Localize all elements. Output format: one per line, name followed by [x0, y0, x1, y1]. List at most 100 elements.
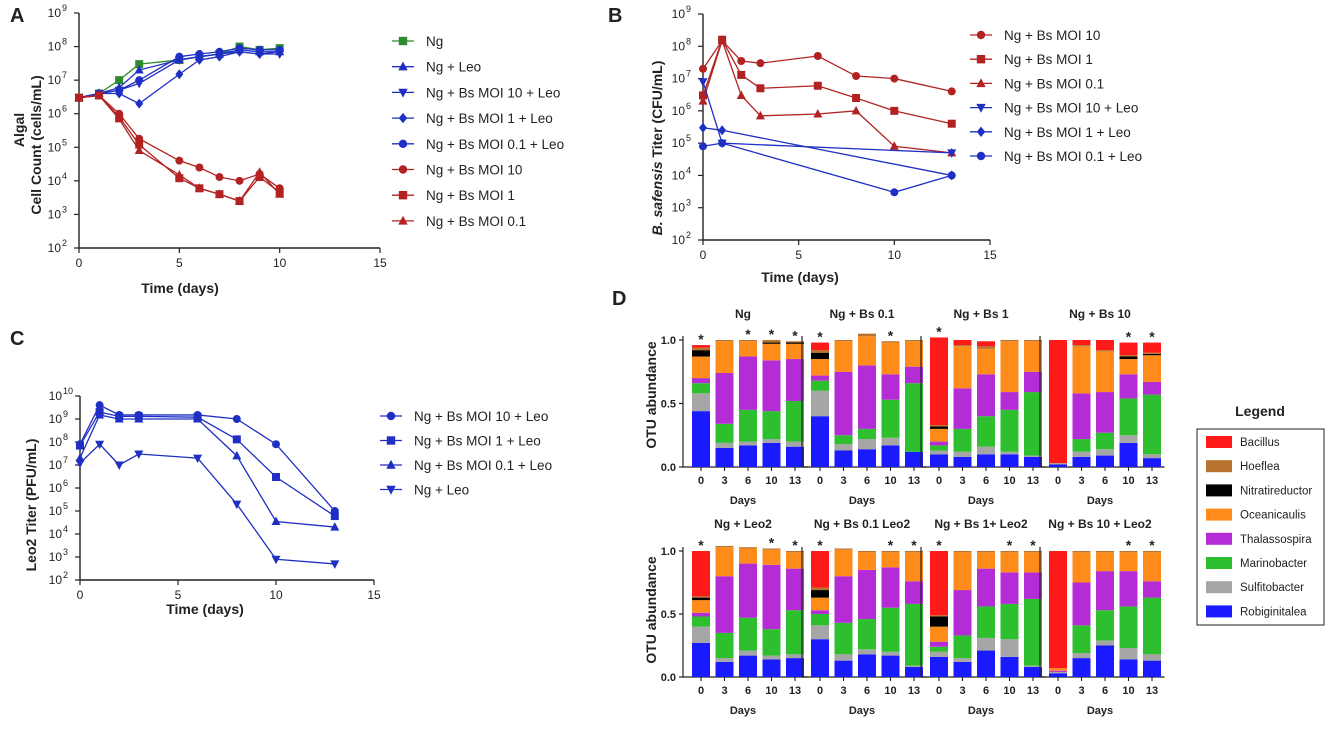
y-tick-label: 10: [49, 435, 63, 449]
data-point: [852, 94, 860, 102]
bar-segment: [882, 608, 900, 652]
stacked-bar-subplot: Ng + Bs 0.10*3 6 10*13Days: [802, 307, 927, 507]
bar-segment: [1143, 661, 1161, 677]
bar-segment: [716, 373, 734, 424]
legend-label: Ng + Leo: [426, 60, 481, 75]
bar-segment: [930, 652, 948, 657]
legend-swatch: [1206, 581, 1232, 593]
x-tick-label: 3: [840, 475, 846, 487]
significance-star: *: [698, 331, 704, 347]
bar-segment: [763, 629, 781, 655]
bar-segment: [858, 336, 876, 365]
bar-segment: [1096, 552, 1114, 571]
x-tick-label: 10: [884, 475, 896, 487]
bar-segment: [786, 359, 804, 401]
y-tick-exponent: 9: [63, 409, 68, 419]
significance-star: *: [1149, 329, 1155, 345]
bar-segment: [930, 429, 948, 442]
x-tick-label: 13: [1146, 475, 1158, 487]
bar-segment: [716, 633, 734, 658]
bar-segment: [716, 443, 734, 448]
x-tick-label: 15: [983, 248, 997, 262]
significance-star: *: [792, 537, 798, 553]
x-tick-label: 10: [1122, 685, 1134, 697]
legend-label: Thalassospira: [1240, 534, 1312, 546]
legend-marker: [399, 191, 407, 199]
bar-segment: [1001, 572, 1019, 604]
bar-segment: [858, 439, 876, 449]
bar-segment: [763, 656, 781, 660]
bar-segment: [1049, 672, 1067, 673]
bar-segment: [1120, 357, 1138, 360]
bar-segment: [954, 635, 972, 658]
y-tick-exponent: 6: [686, 101, 691, 111]
bar-segment: [1143, 353, 1161, 354]
subplot-xlabel: Days: [1087, 705, 1113, 717]
bar-segment: [835, 340, 853, 341]
y-tick-exponent: 3: [63, 547, 68, 557]
legend-swatch: [1206, 484, 1232, 496]
bar-segment: [1120, 359, 1138, 374]
bar-segment: [835, 661, 853, 677]
data-point: [135, 76, 143, 84]
series-line: [703, 41, 952, 92]
y-tick-label: 10: [48, 40, 62, 54]
y-tick-exponent: 7: [686, 69, 691, 79]
significance-star: *: [817, 329, 823, 345]
data-point: [115, 462, 124, 471]
bar-segment: [905, 340, 923, 341]
x-tick-label: 3: [721, 475, 727, 487]
bar-segment: [905, 341, 923, 366]
panel-a-ylabel-line2: Cell Count (cells/mL): [28, 75, 44, 214]
bar-segment: [1049, 668, 1067, 671]
bar-segment: [811, 551, 829, 588]
legend-label: Hoeflea: [1240, 461, 1280, 473]
subplot-xlabel: Days: [849, 705, 875, 717]
y-tick-exponent: 5: [62, 137, 67, 147]
bar-segment: [977, 349, 995, 374]
bar-segment: [763, 439, 781, 443]
bar-segment: [977, 374, 995, 416]
bar-segment: [835, 372, 853, 436]
panel-b-chart: Time (days) B. safensis Titer (CFU/mL) 0…: [649, 4, 1142, 285]
bar-segment: [786, 401, 804, 442]
y-tick-label: 0.5: [661, 609, 676, 621]
bar-segment: [763, 411, 781, 439]
bar-segment: [1001, 552, 1019, 572]
x-tick-label: 3: [721, 685, 727, 697]
subplot-xlabel: Days: [968, 495, 994, 507]
bar-segment: [1096, 392, 1114, 433]
bar-segment: [1001, 604, 1019, 639]
bar-segment: [1143, 458, 1161, 467]
y-tick-label: 10: [49, 573, 63, 587]
bar-segment: [930, 442, 948, 446]
legend-label: Ng + Bs MOI 0.1 + Leo: [414, 458, 552, 473]
data-point: [814, 82, 822, 90]
significance-star: *: [1149, 537, 1155, 553]
bar-segment: [858, 570, 876, 619]
subplot-title: Ng + Bs 1+ Leo2: [934, 517, 1028, 531]
bar-segment: [835, 550, 853, 576]
bar-segment: [811, 588, 829, 591]
bar-segment: [1073, 653, 1091, 658]
bar-segment: [882, 438, 900, 446]
bar-segment: [1049, 464, 1067, 467]
data-point: [814, 52, 822, 60]
x-tick-label: 0: [698, 475, 704, 487]
x-tick-label: 10: [765, 685, 777, 697]
bar-segment: [1001, 392, 1019, 410]
panel-a-xlabel: Time (days): [141, 280, 219, 296]
bar-segment: [763, 360, 781, 411]
bar-segment: [1143, 552, 1161, 581]
bar-segment: [1120, 435, 1138, 443]
bar-segment: [692, 613, 710, 617]
bar-segment: [786, 442, 804, 447]
y-tick-label: 10: [672, 72, 686, 86]
x-tick-label: 6: [983, 475, 989, 487]
bar-segment: [835, 654, 853, 660]
bar-segment: [1143, 355, 1161, 382]
bar-segment: [977, 638, 995, 651]
significance-star: *: [792, 327, 798, 343]
bar-segment: [954, 590, 972, 635]
legend-marker: [399, 37, 407, 45]
